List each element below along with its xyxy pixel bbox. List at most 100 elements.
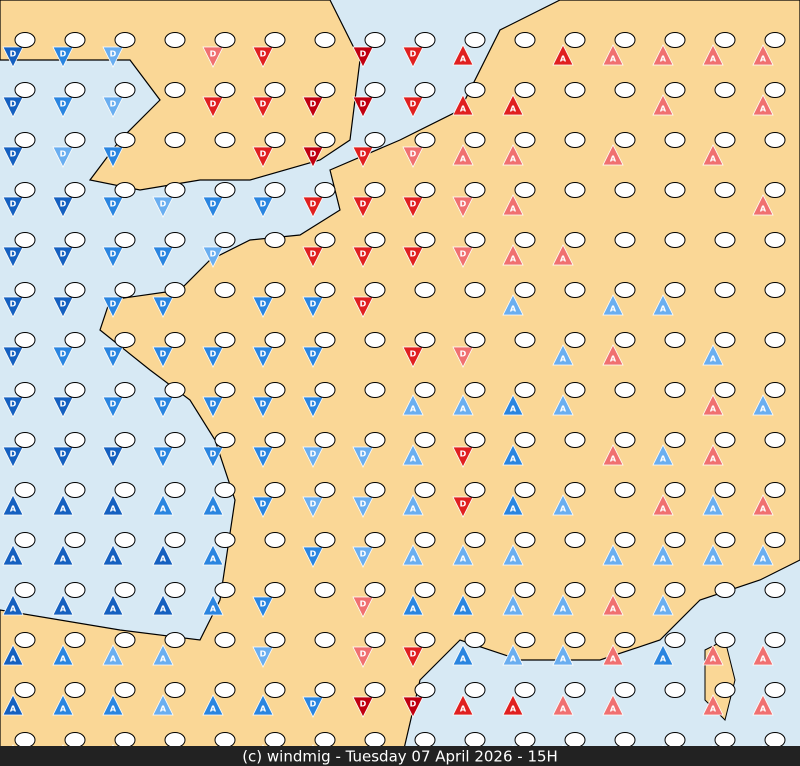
wind-arrow xyxy=(2,446,24,468)
wind-code: A xyxy=(710,505,717,514)
wind-code: A xyxy=(610,155,617,164)
wind-arrow xyxy=(602,294,624,316)
wind-oval xyxy=(514,232,536,248)
wind-oval xyxy=(664,232,686,248)
wind-code: D xyxy=(410,50,417,59)
wind-arrow xyxy=(352,46,374,68)
wind-code: A xyxy=(560,605,567,614)
wind-oval xyxy=(14,482,36,498)
wind-arrow xyxy=(402,544,424,566)
wind-oval xyxy=(614,182,636,198)
wind-oval xyxy=(764,282,786,298)
wind-oval xyxy=(14,432,36,448)
wind-arrow xyxy=(402,594,424,616)
wind-arrow xyxy=(252,396,274,418)
wind-arrow xyxy=(102,96,124,118)
wind-code: A xyxy=(460,405,467,414)
wind-oval xyxy=(214,582,236,598)
wind-oval xyxy=(114,582,136,598)
wind-arrow xyxy=(102,694,124,716)
wind-oval xyxy=(164,82,186,98)
wind-oval xyxy=(664,682,686,698)
wind-arrow xyxy=(352,246,374,268)
wind-oval xyxy=(764,32,786,48)
wind-arrow xyxy=(552,244,574,266)
wind-code: A xyxy=(560,655,567,664)
wind-oval xyxy=(264,82,286,98)
wind-arrow xyxy=(702,344,724,366)
wind-arrow xyxy=(502,294,524,316)
wind-oval xyxy=(364,482,386,498)
wind-oval xyxy=(514,632,536,648)
wind-arrow xyxy=(602,594,624,616)
wind-code: A xyxy=(560,505,567,514)
wind-code: D xyxy=(260,150,267,159)
wind-oval xyxy=(164,332,186,348)
wind-oval xyxy=(64,732,86,748)
wind-code: A xyxy=(710,155,717,164)
wind-arrow xyxy=(502,394,524,416)
wind-oval xyxy=(14,732,36,748)
wind-code: A xyxy=(510,505,517,514)
wind-code: D xyxy=(210,450,217,459)
wind-oval xyxy=(614,232,636,248)
wind-oval xyxy=(14,532,36,548)
wind-oval xyxy=(714,332,736,348)
wind-arrow xyxy=(2,544,24,566)
wind-arrow xyxy=(452,144,474,166)
wind-arrow xyxy=(302,446,324,468)
wind-code: D xyxy=(260,300,267,309)
wind-arrow xyxy=(252,346,274,368)
wind-arrow xyxy=(452,246,474,268)
wind-oval xyxy=(114,532,136,548)
wind-code: A xyxy=(760,405,767,414)
wind-oval xyxy=(414,282,436,298)
wind-code: D xyxy=(160,400,167,409)
wind-oval xyxy=(514,332,536,348)
wind-oval xyxy=(614,682,636,698)
wind-code: D xyxy=(360,200,367,209)
wind-oval xyxy=(614,432,636,448)
wind-oval xyxy=(664,582,686,598)
wind-oval xyxy=(514,182,536,198)
wind-code: A xyxy=(760,655,767,664)
wind-code: D xyxy=(410,150,417,159)
wind-oval xyxy=(114,132,136,148)
wind-code: D xyxy=(360,500,367,509)
wind-arrow xyxy=(552,394,574,416)
wind-oval xyxy=(314,232,336,248)
wind-oval xyxy=(314,682,336,698)
wind-code: A xyxy=(560,405,567,414)
wind-arrow xyxy=(752,644,774,666)
wind-oval xyxy=(464,382,486,398)
wind-oval xyxy=(414,582,436,598)
wind-arrow xyxy=(2,146,24,168)
wind-oval xyxy=(314,432,336,448)
wind-oval xyxy=(364,332,386,348)
wind-arrow xyxy=(552,494,574,516)
wind-code: A xyxy=(110,555,117,564)
wind-code: A xyxy=(460,155,467,164)
wind-code: D xyxy=(160,450,167,459)
wind-oval xyxy=(464,282,486,298)
wind-code: D xyxy=(260,500,267,509)
wind-arrow xyxy=(452,694,474,716)
wind-arrow xyxy=(202,446,224,468)
wind-oval xyxy=(664,132,686,148)
wind-oval xyxy=(414,482,436,498)
wind-arrow xyxy=(352,646,374,668)
wind-code: A xyxy=(510,155,517,164)
wind-arrow xyxy=(202,544,224,566)
wind-arrow xyxy=(102,146,124,168)
wind-oval xyxy=(214,332,236,348)
wind-oval xyxy=(64,232,86,248)
wind-oval xyxy=(14,282,36,298)
wind-oval xyxy=(264,232,286,248)
wind-arrow xyxy=(102,196,124,218)
wind-oval xyxy=(564,132,586,148)
wind-code: A xyxy=(10,655,17,664)
wind-arrow xyxy=(602,444,624,466)
wind-code: D xyxy=(110,300,117,309)
wind-oval xyxy=(364,432,386,448)
wind-oval xyxy=(364,582,386,598)
